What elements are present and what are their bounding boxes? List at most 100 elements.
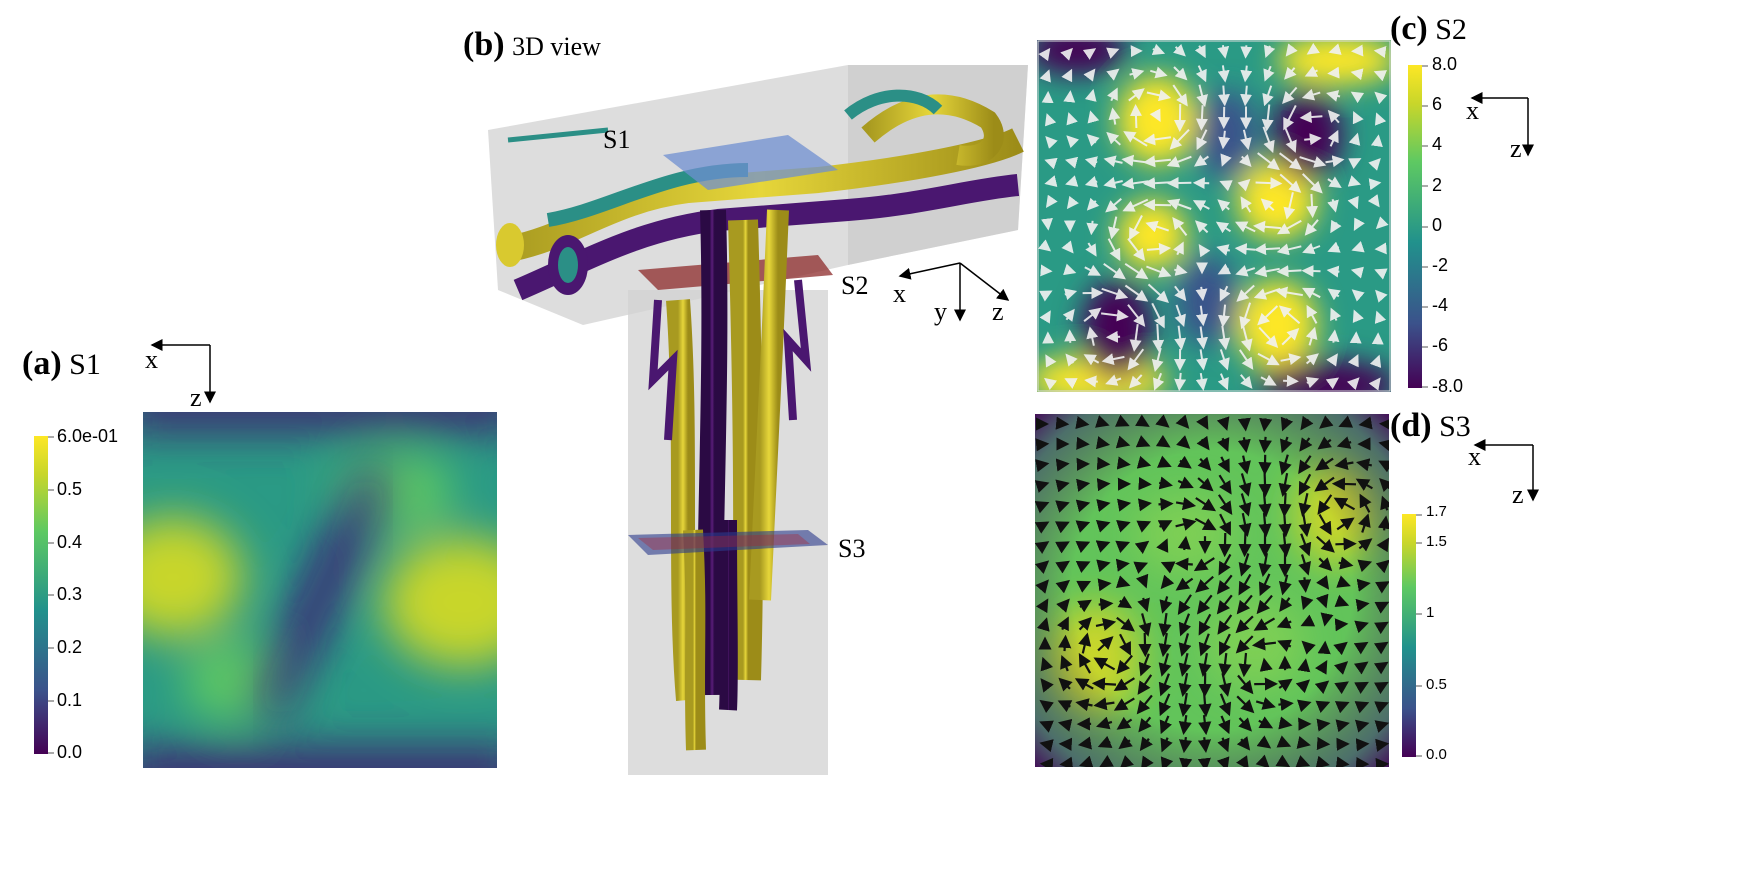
velocity-arrow <box>1256 594 1273 615</box>
velocity-arrow <box>1197 737 1212 753</box>
velocity-arrow <box>1159 715 1172 735</box>
velocity-arrow <box>1195 575 1214 593</box>
velocity-arrow <box>1338 556 1354 570</box>
velocity-arrow <box>1166 155 1192 168</box>
velocity-arrow <box>1285 43 1298 57</box>
velocity-arrow <box>1198 653 1212 677</box>
velocity-arrow <box>1086 197 1100 211</box>
velocity-arrow <box>1178 672 1192 697</box>
velocity-arrow <box>1137 597 1150 613</box>
velocity-arrow <box>1107 87 1118 102</box>
velocity-arrow <box>1108 107 1121 125</box>
velocity-arrow <box>1259 657 1273 672</box>
velocity-arrow <box>1375 216 1389 230</box>
velocity-arrow <box>1099 755 1114 767</box>
velocity-arrow <box>1258 512 1272 538</box>
velocity-arrow <box>1175 517 1197 531</box>
velocity-arrow <box>1198 692 1212 718</box>
velocity-arrow <box>1035 501 1050 514</box>
velocity-arrow <box>1174 372 1187 392</box>
panel-b-axis-y-label: y <box>934 297 947 326</box>
velocity-arrow <box>1317 436 1332 450</box>
velocity-arrow <box>1217 45 1230 59</box>
velocity-arrow <box>1101 287 1129 300</box>
velocity-arrow <box>1095 436 1111 450</box>
velocity-arrow <box>1334 594 1350 608</box>
velocity-arrow <box>1258 492 1272 518</box>
velocity-arrow <box>1119 755 1134 767</box>
panel-a-cb-tick-2: 0.4 <box>57 532 83 552</box>
velocity-arrow <box>1276 265 1302 278</box>
velocity-arrow <box>1375 559 1389 574</box>
velocity-arrow <box>1262 126 1275 154</box>
velocity-arrow <box>1300 415 1314 431</box>
velocity-arrow <box>1084 375 1098 388</box>
velocity-arrow <box>1358 416 1373 430</box>
velocity-arrow <box>1135 414 1150 427</box>
velocity-arrow <box>1175 577 1194 591</box>
velocity-arrow <box>1219 633 1231 656</box>
velocity-arrow <box>1374 701 1389 714</box>
velocity-arrow <box>1373 70 1388 82</box>
panel-c-label: (c) S2 <box>1390 10 1467 48</box>
velocity-arrow <box>1151 302 1165 329</box>
velocity-arrow <box>1263 65 1275 82</box>
velocity-arrow <box>1086 134 1100 147</box>
panel-a-cb-tick-4: 0.2 <box>57 637 83 657</box>
velocity-arrow <box>1279 597 1293 612</box>
velocity-arrow <box>1347 195 1359 210</box>
velocity-arrow <box>1100 309 1129 322</box>
velocity-arrow <box>1045 136 1058 149</box>
velocity-arrow <box>1236 736 1251 751</box>
velocity-arrow <box>1076 580 1092 593</box>
velocity-arrow <box>1129 104 1142 129</box>
velocity-arrow <box>1305 376 1320 389</box>
velocity-arrow <box>1040 656 1054 672</box>
panel-c-axis-z-label: z <box>1510 134 1522 163</box>
velocity-arrow <box>1083 354 1100 366</box>
velocity-arrow <box>1136 694 1153 715</box>
velocity-arrow <box>1373 641 1389 655</box>
velocity-arrow <box>1039 290 1053 302</box>
velocity-arrow <box>1280 416 1294 432</box>
velocity-arrow <box>1115 575 1131 588</box>
velocity-arrow <box>1315 659 1328 675</box>
velocity-arrow <box>1375 289 1388 303</box>
velocity-arrow <box>1055 541 1070 554</box>
panel-b-slice-s3-label: S3 <box>838 534 866 563</box>
velocity-arrow <box>1095 415 1110 428</box>
velocity-arrow <box>1261 104 1274 132</box>
velocity-arrow <box>1215 221 1232 234</box>
velocity-arrow <box>1138 632 1152 658</box>
velocity-arrow <box>1196 349 1208 371</box>
velocity-arrow <box>1196 415 1209 430</box>
velocity-arrow <box>1035 598 1049 614</box>
velocity-arrow <box>1066 112 1078 126</box>
velocity-arrow <box>1083 68 1096 82</box>
velocity-arrow <box>1276 243 1302 256</box>
velocity-arrow <box>1066 195 1079 210</box>
velocity-arrow <box>1116 456 1131 470</box>
velocity-arrow <box>1255 697 1276 710</box>
velocity-arrow <box>1234 243 1256 256</box>
velocity-arrow <box>1258 472 1272 498</box>
velocity-arrow <box>1174 325 1187 351</box>
velocity-arrow <box>1178 613 1192 637</box>
velocity-arrow <box>1348 158 1362 170</box>
velocity-arrow <box>1194 44 1206 59</box>
panel-d-axis-indicator <box>1473 439 1539 502</box>
velocity-arrow <box>1218 532 1232 558</box>
velocity-arrow <box>1257 352 1280 366</box>
velocity-arrow <box>1348 132 1361 146</box>
velocity-arrow <box>1151 347 1164 372</box>
velocity-arrow <box>1058 634 1072 652</box>
velocity-arrow <box>1238 473 1252 497</box>
velocity-arrow <box>1314 680 1330 695</box>
velocity-arrow <box>1063 288 1078 301</box>
velocity-arrow <box>1064 156 1079 169</box>
velocity-arrow <box>1283 192 1296 220</box>
velocity-arrow <box>1064 378 1078 389</box>
velocity-arrow <box>1240 65 1253 83</box>
velocity-arrow <box>1196 435 1210 451</box>
velocity-arrow <box>1128 374 1143 389</box>
